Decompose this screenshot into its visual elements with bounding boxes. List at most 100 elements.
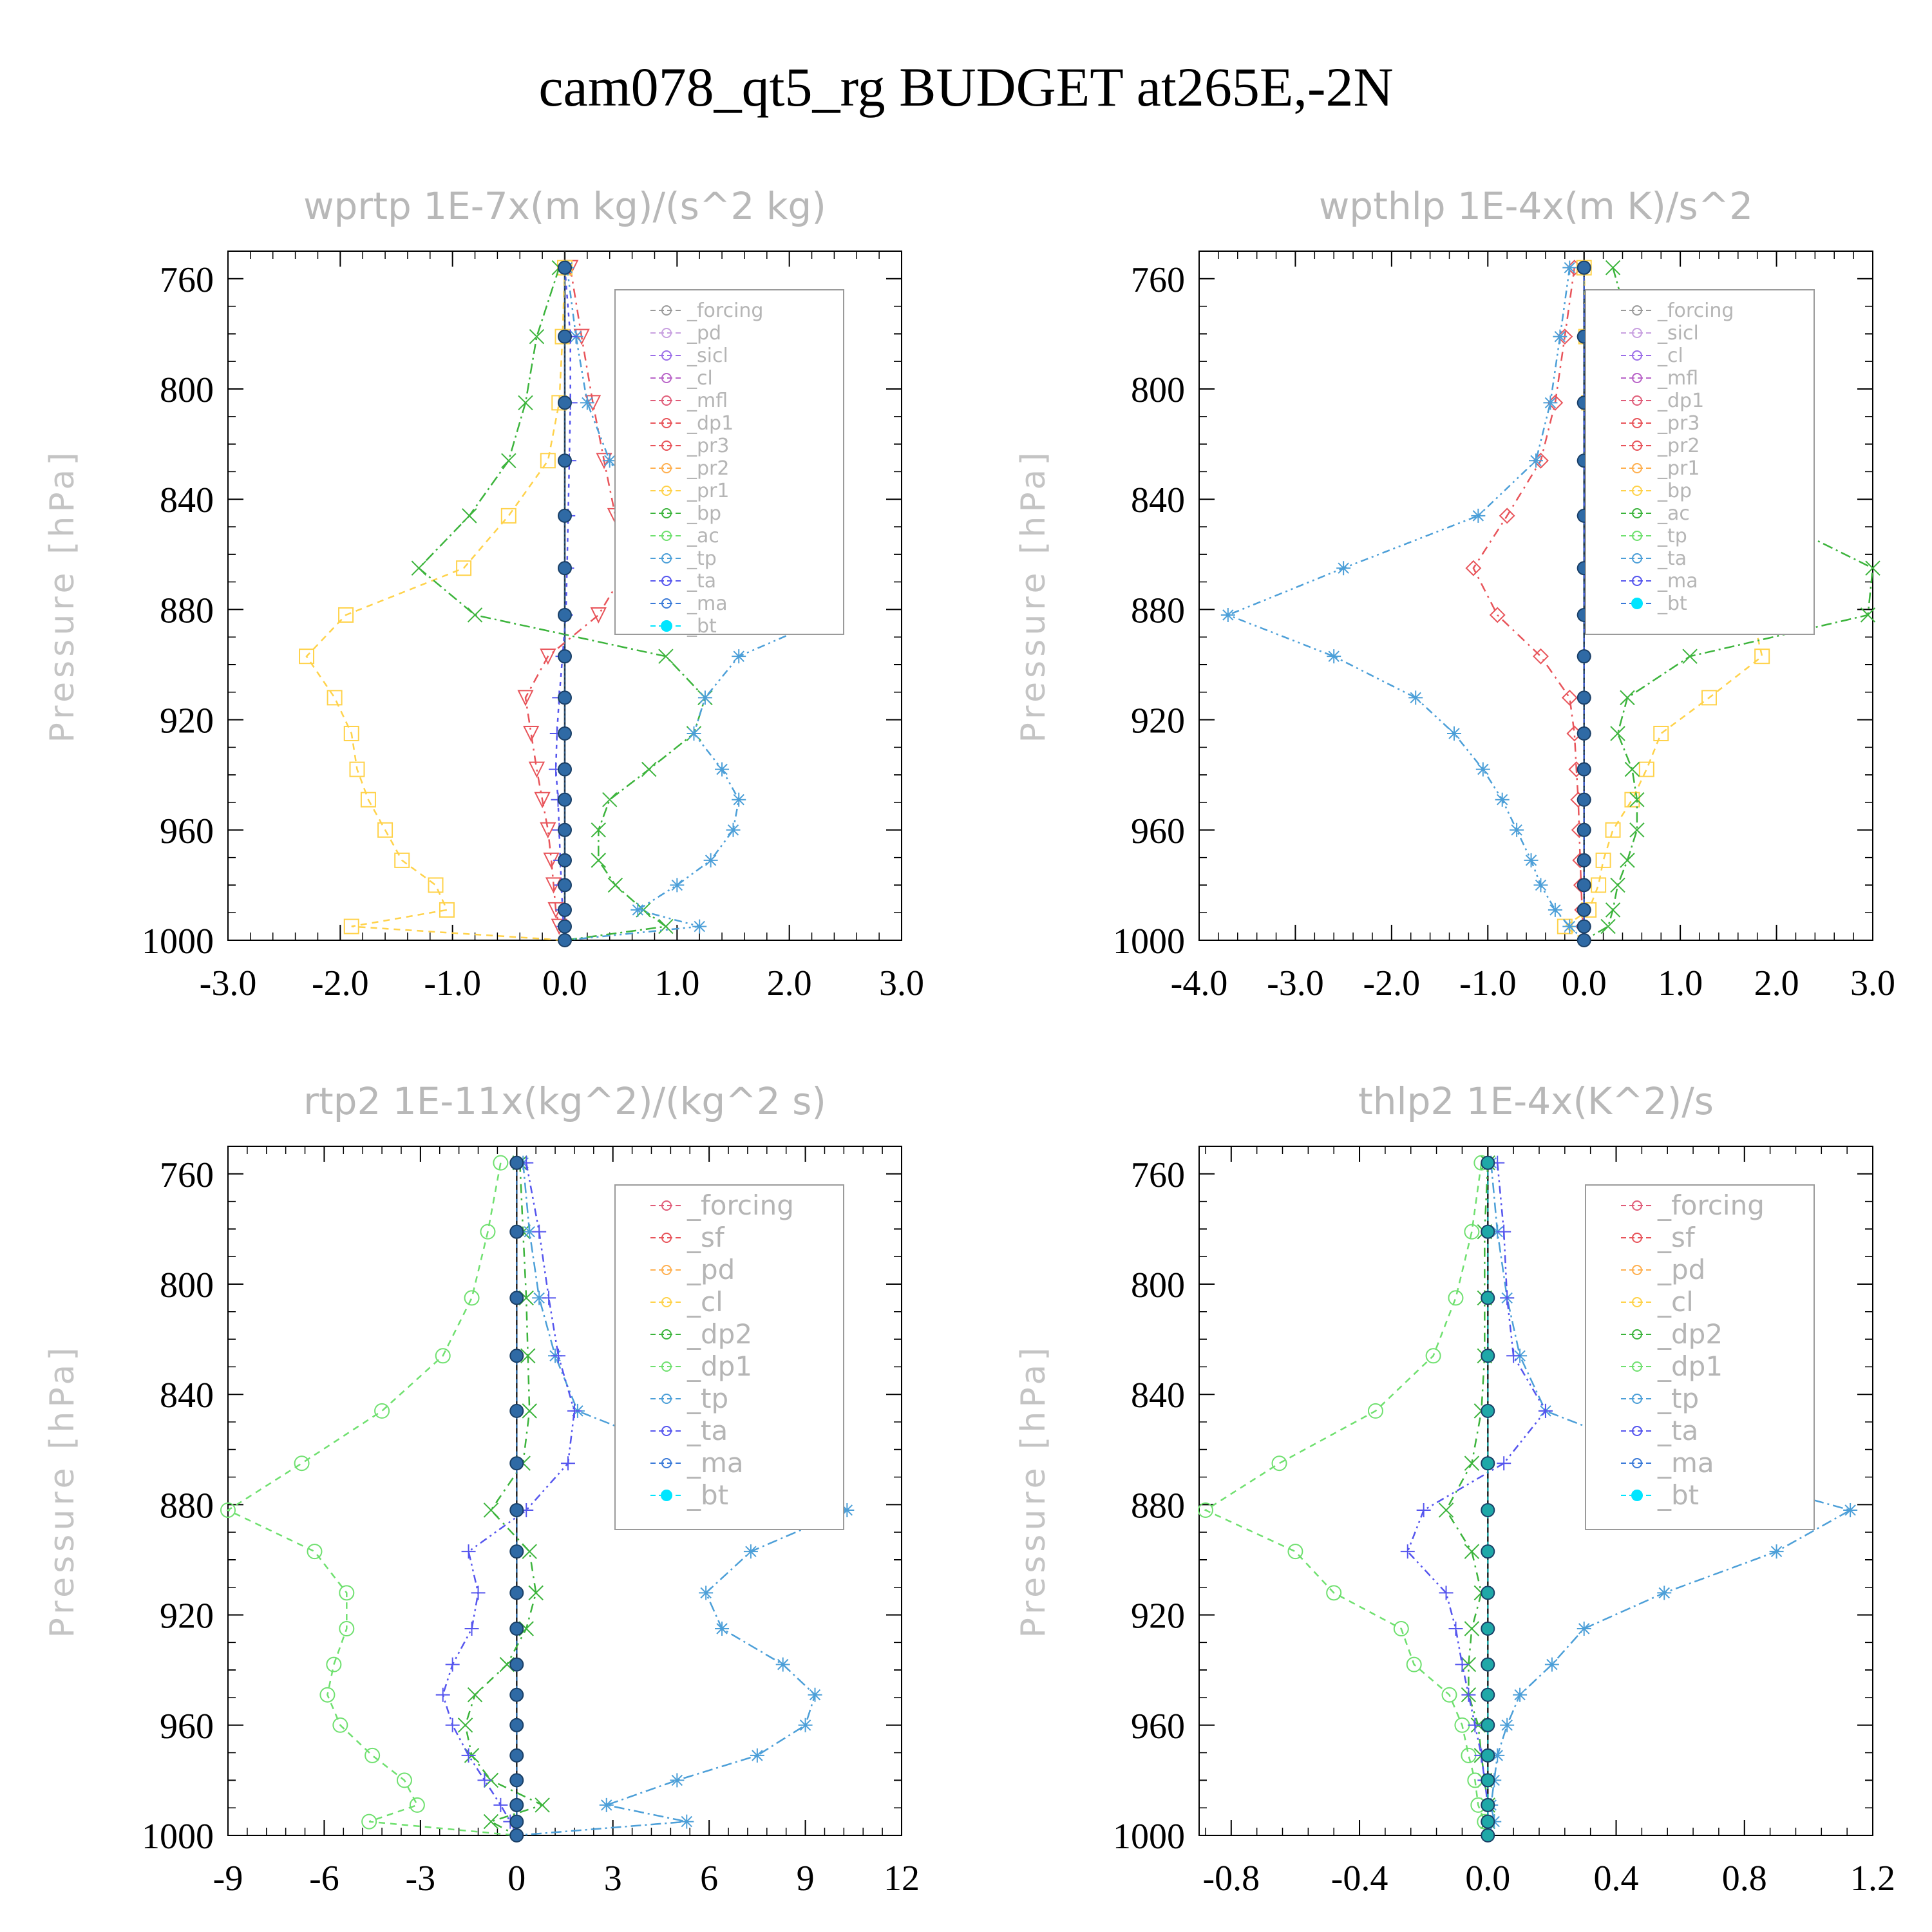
- series-point: [1439, 1586, 1454, 1600]
- series-point: [509, 1687, 524, 1702]
- legend-marker: [1632, 463, 1642, 473]
- series-point: [1220, 607, 1235, 622]
- series-point: [493, 1155, 509, 1171]
- series-point: [509, 1224, 524, 1239]
- series-point: [377, 822, 393, 838]
- series-point: [1471, 508, 1486, 523]
- series-point: [1481, 1586, 1495, 1600]
- panel-title: rtp2 1E-11x(kg^2)/(kg^2 s): [303, 1079, 826, 1123]
- legend-label: _mfl: [687, 390, 728, 412]
- series-point: [726, 822, 741, 837]
- series-point: [1591, 877, 1607, 893]
- series-point: [1481, 1155, 1495, 1170]
- series-point: [509, 1586, 524, 1600]
- series-point: [1406, 1656, 1422, 1672]
- plot-frame: [1198, 1146, 1873, 1836]
- series-point: [522, 1544, 537, 1559]
- y-tick-label: 960: [1131, 811, 1185, 851]
- y-tick-label: 880: [1131, 591, 1185, 630]
- legend-marker: [1632, 486, 1642, 496]
- series-point: [360, 791, 376, 808]
- series-point: [1497, 1456, 1511, 1471]
- y-tick-label: 800: [1131, 370, 1185, 410]
- y-tick-label: 840: [1131, 480, 1185, 520]
- series-point: [1577, 1622, 1591, 1636]
- series-point: [1577, 649, 1591, 664]
- legend-marker: [1632, 1394, 1642, 1404]
- series-point: [1497, 1224, 1511, 1239]
- series-point: [361, 1814, 377, 1830]
- series-point: [480, 1224, 496, 1240]
- figure-title: cam078_qt5_rg BUDGET at265E,-2N: [538, 56, 1394, 118]
- series-point: [522, 1403, 537, 1419]
- legend-marker: [1631, 1490, 1643, 1501]
- series-point: [1562, 919, 1577, 934]
- series-point: [1468, 1718, 1482, 1732]
- x-tick-label: -3.0: [1267, 963, 1324, 1003]
- series-point: [558, 792, 572, 807]
- legend-marker: [661, 1458, 672, 1468]
- series-point: [1620, 853, 1635, 868]
- x-tick-label: 1.0: [1658, 963, 1703, 1003]
- y-tick-label: 840: [160, 480, 214, 520]
- series-point: [534, 791, 551, 808]
- series-point: [294, 1455, 310, 1472]
- legend-label: _ta: [1657, 1415, 1698, 1446]
- x-tick-label: -4.0: [1171, 963, 1228, 1003]
- legend-label: _cl: [687, 367, 713, 390]
- legend-marker: [1632, 373, 1642, 383]
- series-point: [1754, 649, 1770, 665]
- series-point: [1577, 919, 1591, 934]
- series-point: [1629, 792, 1645, 808]
- series-point: [1500, 1291, 1515, 1305]
- legend-marker: [661, 1490, 672, 1501]
- series-point: [522, 1224, 537, 1239]
- panel-title: thlp2 1E-4x(K^2)/s: [1358, 1079, 1714, 1123]
- series-point: [471, 1586, 486, 1600]
- series-point: [1197, 1502, 1213, 1518]
- series-point: [509, 1291, 524, 1305]
- legend-marker: [1632, 418, 1642, 428]
- legend-label: _cl: [687, 1286, 723, 1318]
- series-line: [564, 267, 837, 942]
- series-point: [1610, 726, 1625, 741]
- series-line: [1204, 1162, 1489, 1836]
- series-line: [524, 267, 628, 941]
- y-tick-label: 920: [1131, 701, 1185, 741]
- series-line: [442, 1162, 576, 1836]
- legend-label: _sf: [1657, 1222, 1696, 1253]
- series-point: [493, 1797, 508, 1812]
- series-line: [464, 1162, 545, 1837]
- y-axis-label: Pressure [hPa]: [1014, 1344, 1053, 1638]
- series-point: [1461, 1747, 1477, 1763]
- series-point: [1481, 1622, 1495, 1636]
- series-point: [1481, 1291, 1495, 1305]
- series-point: [558, 395, 572, 410]
- legend-label: _pr1: [687, 480, 729, 502]
- x-tick-label: 3: [604, 1859, 622, 1899]
- legend-label: _ta: [687, 1415, 728, 1446]
- series-point: [439, 902, 455, 918]
- series-point: [1524, 853, 1539, 867]
- series-point: [567, 1403, 582, 1418]
- legend-marker: [661, 463, 672, 473]
- series-point: [1481, 1657, 1495, 1672]
- series-point: [1481, 1773, 1495, 1788]
- y-tick-label: 960: [1131, 1707, 1185, 1747]
- series-point: [477, 1773, 492, 1788]
- series-point: [461, 1748, 476, 1763]
- series-point: [462, 508, 477, 524]
- legend-marker: [661, 1265, 672, 1275]
- y-tick-label: 1000: [142, 1817, 214, 1857]
- series-point: [456, 560, 472, 576]
- x-tick-label: 0.4: [1594, 1859, 1639, 1899]
- legend-marker: [1631, 598, 1643, 609]
- series-point: [509, 1828, 524, 1842]
- series-point: [607, 877, 623, 893]
- series-point: [697, 690, 712, 705]
- panel-thlp2: thlp2 1E-4x(K^2)/s Pressure [hPa] -0.8 -0.4…: [1014, 1079, 1895, 1899]
- legend-marker: [661, 553, 672, 564]
- legend-label: _dp1: [1657, 1350, 1723, 1382]
- series-point: [1577, 933, 1591, 947]
- series-point: [1327, 649, 1341, 664]
